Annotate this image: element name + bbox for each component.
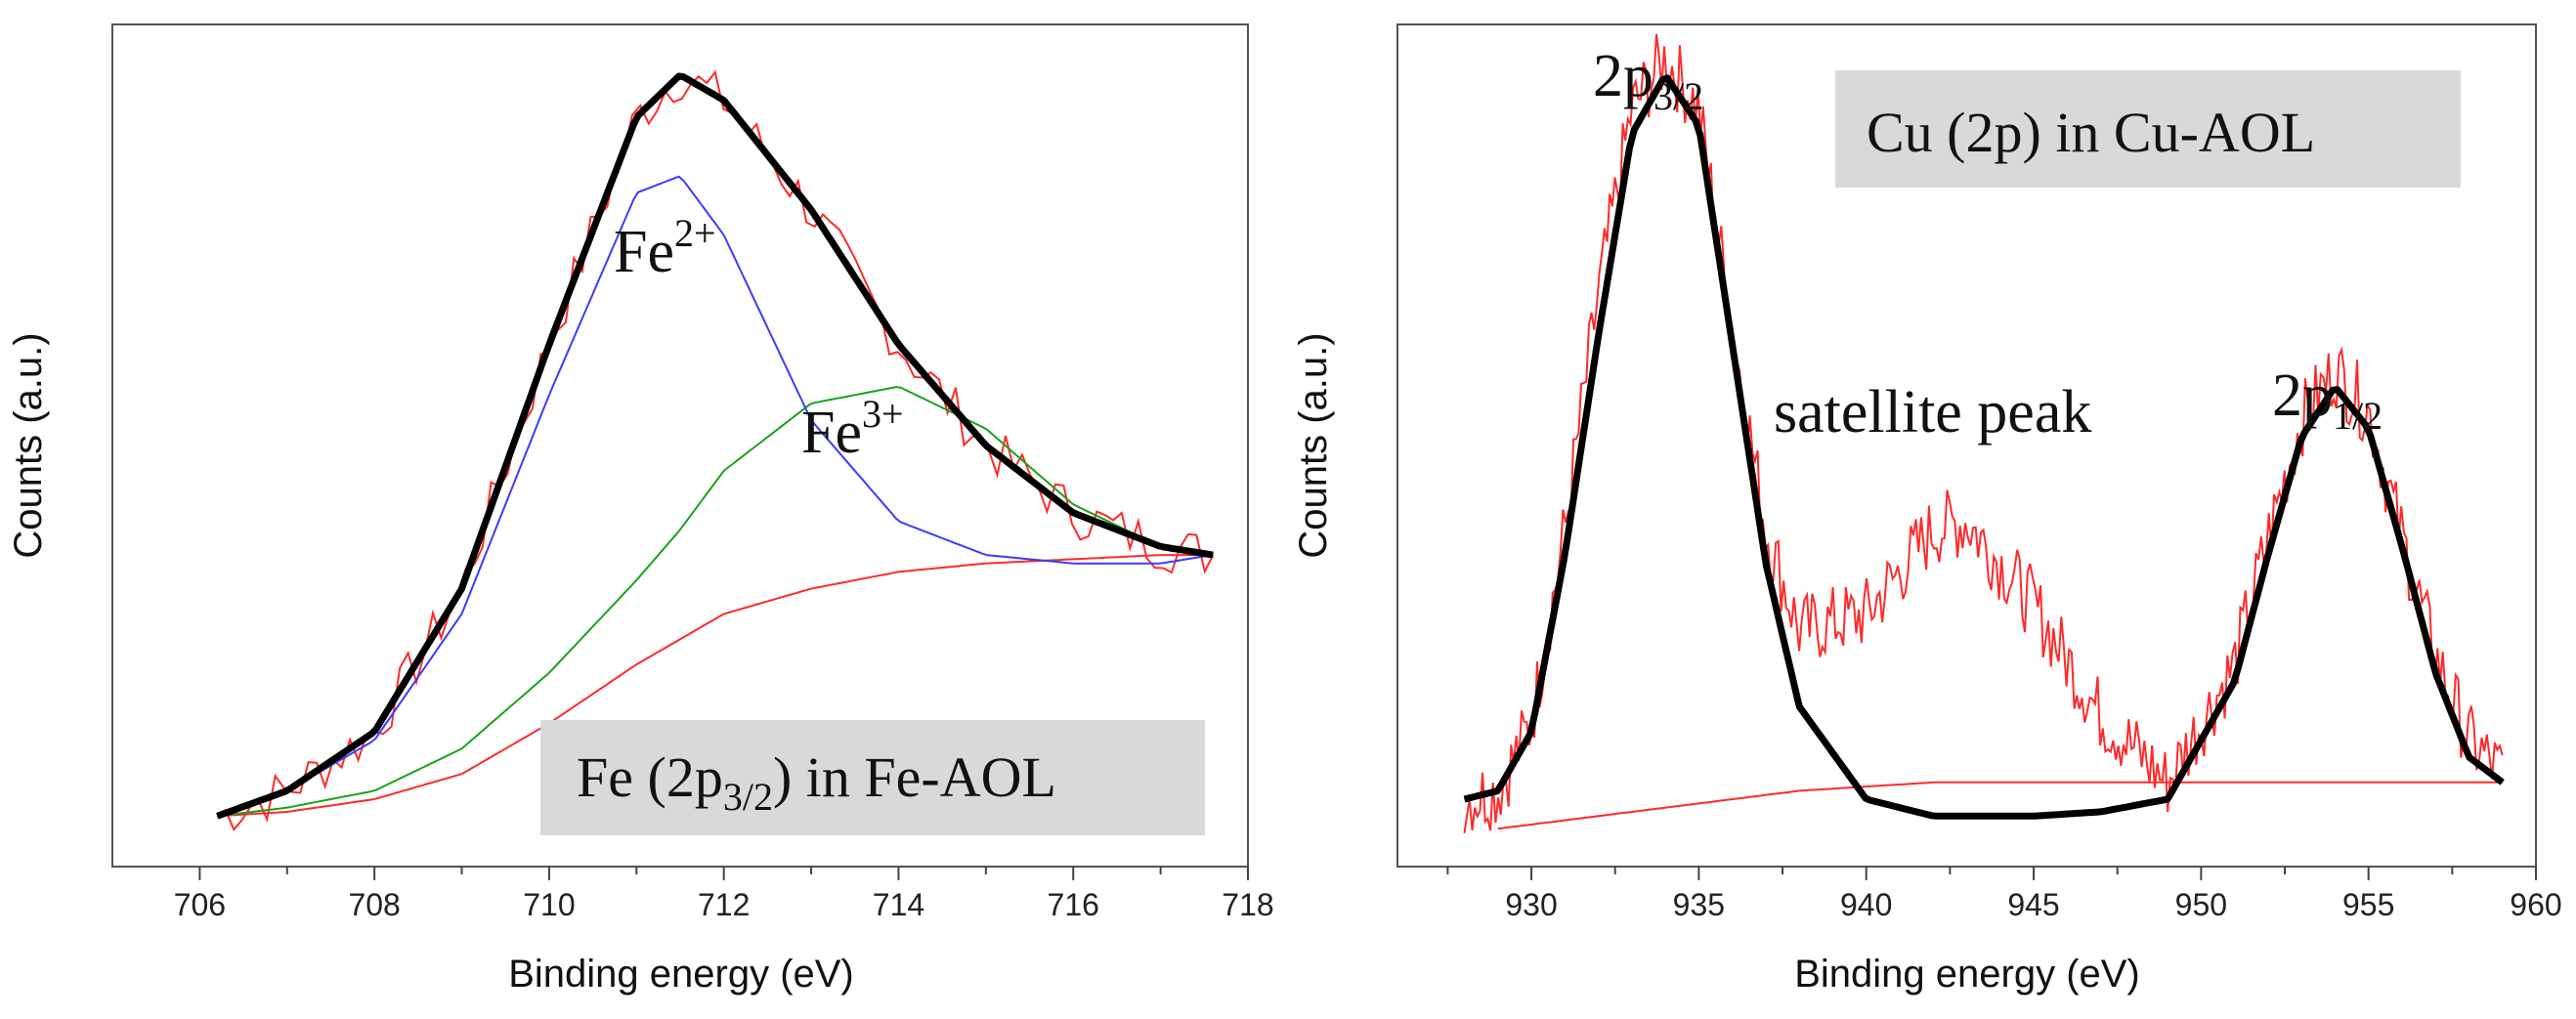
fe2-label-sup: 2+ [674,211,716,255]
xtick-label-2: 710 [523,887,575,922]
xtick-label-1: 935 [1673,887,1725,922]
cu-2p12-sub: 1/2 [2333,394,2383,438]
xtick-label-5: 955 [2342,887,2394,922]
xtick-label-3: 945 [2007,887,2059,922]
cu-experimental-line [1463,33,2504,833]
cu-title-box [1835,70,2461,188]
cu-satellite-label: satellite peak [1774,379,2091,446]
fe-title: Fe (2p3/2) in Fe-AOL [577,745,1056,819]
fe-experimental-line [216,69,1215,831]
cu-2p32-sub: 3/2 [1653,74,1703,118]
fe-title-prefix: Fe (2p [577,745,723,809]
cu-background-line [1497,781,2503,830]
fe3-peak-label: Fe3+ [801,392,904,466]
cu-panel: 930 935 940 945 950 955 960 2p3/2 satellite pe… [1292,23,2562,996]
xtick-label-2: 940 [1840,887,1892,922]
cu-ylabel: Counts (a.u.) [1292,332,1335,558]
cu-fit-line [1463,74,2505,820]
cu-xticks: 930 935 940 945 950 955 960 [1446,867,2562,922]
cu-2p32-label: 2p3/2 [1593,43,1703,118]
fe3-label-sup: 3+ [862,392,904,436]
cu-2p12-label: 2p1/2 [2272,362,2383,438]
fe-title-sub: 3/2 [723,775,773,819]
xtick-label-3: 712 [698,887,750,922]
fe-series-group [216,69,1215,831]
xtick-label-6: 960 [2510,887,2561,922]
fe-xlabel: Binding energy (eV) [508,953,854,996]
fe2-peak-label: Fe2+ [614,211,716,285]
fe-panel: 706 708 710 712 714 716 718 Fe2+ Fe3+ Fe (2p3/… [7,23,1274,996]
fe3-label-base: Fe [801,400,862,466]
xtick-label-4: 714 [873,887,924,922]
cu-2p32-base: 2p [1593,43,1653,109]
fe2-label-base: Fe [614,219,674,285]
fe3-component-line [217,386,1214,818]
cu-title: Cu (2p) in Cu-AOL [1867,101,2315,164]
xtick-label-6: 718 [1222,887,1273,922]
xtick-label-4: 950 [2175,887,2227,922]
xtick-label-1: 708 [348,887,400,922]
fe-plot-frame [111,23,1249,868]
fe-ylabel: Counts (a.u.) [7,332,50,558]
xtick-label-5: 716 [1048,887,1099,922]
cu-xlabel: Binding energy (eV) [1794,953,2140,996]
cu-series-group [1463,33,2505,833]
fe-title-suffix: ) in Fe-AOL [773,745,1056,809]
fe-envelope-line [216,72,1214,820]
cu-2p12-base: 2p [2272,362,2333,429]
cu-plot-frame [1396,23,2537,868]
xtick-label-0: 930 [1505,887,1557,922]
fe-xticks: 706 708 710 712 714 716 718 [174,867,1274,922]
fe2-component-line [216,175,1214,818]
fe-title-box [540,720,1205,835]
xtick-label-0: 706 [174,887,226,922]
